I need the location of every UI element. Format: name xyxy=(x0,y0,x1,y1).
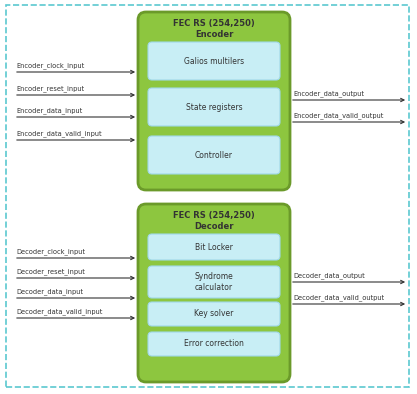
Text: Syndrome
calculator: Syndrome calculator xyxy=(195,272,234,292)
Text: Decoder: Decoder xyxy=(194,221,234,230)
Text: Decoder_data_input: Decoder_data_input xyxy=(16,288,83,295)
Text: Encoder_data_output: Encoder_data_output xyxy=(293,90,364,97)
Text: Key solver: Key solver xyxy=(194,310,234,318)
Text: Bit Locker: Bit Locker xyxy=(195,242,233,251)
FancyBboxPatch shape xyxy=(148,332,280,356)
Text: Decoder_data_valid_output: Decoder_data_valid_output xyxy=(293,294,384,301)
Text: Decoder_data_valid_input: Decoder_data_valid_input xyxy=(16,308,103,315)
FancyBboxPatch shape xyxy=(148,42,280,80)
FancyBboxPatch shape xyxy=(138,204,290,382)
Text: Encoder_clock_input: Encoder_clock_input xyxy=(16,62,84,69)
Text: Error correction: Error correction xyxy=(184,340,244,349)
Text: Decoder_clock_input: Decoder_clock_input xyxy=(16,248,85,255)
Text: Decoder_reset_input: Decoder_reset_input xyxy=(16,268,85,275)
FancyBboxPatch shape xyxy=(148,302,280,326)
FancyBboxPatch shape xyxy=(148,88,280,126)
FancyBboxPatch shape xyxy=(148,266,280,298)
FancyBboxPatch shape xyxy=(148,136,280,174)
Text: Encoder_data_input: Encoder_data_input xyxy=(16,107,82,114)
Text: Encoder_data_valid_input: Encoder_data_valid_input xyxy=(16,130,102,137)
Text: Encoder_data_valid_output: Encoder_data_valid_output xyxy=(293,112,383,119)
FancyBboxPatch shape xyxy=(138,12,290,190)
Text: FEC RS (254,250): FEC RS (254,250) xyxy=(173,210,255,219)
Text: Decoder_data_output: Decoder_data_output xyxy=(293,272,365,279)
Text: State registers: State registers xyxy=(186,102,242,112)
Text: Encoder_reset_input: Encoder_reset_input xyxy=(16,85,84,92)
Text: Encoder: Encoder xyxy=(195,30,233,39)
Text: FEC RS (254,250): FEC RS (254,250) xyxy=(173,19,255,28)
Text: Galios multilers: Galios multilers xyxy=(184,56,244,65)
FancyBboxPatch shape xyxy=(148,234,280,260)
Text: Controller: Controller xyxy=(195,151,233,160)
